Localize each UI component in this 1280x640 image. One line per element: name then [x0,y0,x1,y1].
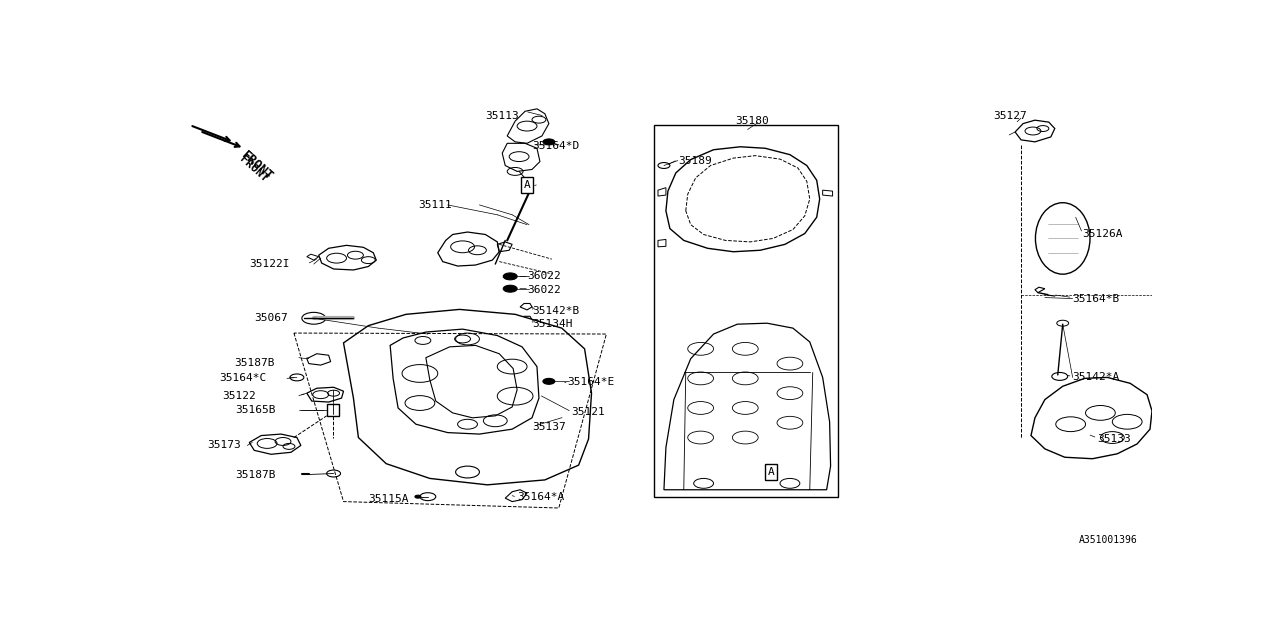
Polygon shape [390,329,539,434]
Text: 35164*A: 35164*A [517,492,564,502]
Polygon shape [666,147,819,252]
Text: 35189: 35189 [678,156,712,166]
Polygon shape [664,323,831,490]
Text: 35164*E: 35164*E [567,378,614,387]
Text: 35187B: 35187B [234,358,275,367]
Text: FRONT: FRONT [237,154,269,184]
Text: 35126A: 35126A [1083,230,1123,239]
Text: 35134H: 35134H [532,319,572,329]
Polygon shape [343,309,591,485]
Text: 35142*B: 35142*B [532,306,580,316]
Text: 35137: 35137 [532,422,566,432]
Text: 35165B: 35165B [236,405,276,415]
Text: 35067: 35067 [255,313,288,323]
Text: A: A [524,180,530,190]
Text: 35115A: 35115A [369,494,408,504]
Text: 36022: 36022 [527,271,561,282]
Text: 35164*B: 35164*B [1073,294,1120,303]
Text: 35180: 35180 [735,116,769,126]
Text: A: A [768,467,774,477]
Text: 35164*C: 35164*C [220,373,266,383]
Text: 35133: 35133 [1097,434,1132,444]
Text: 36022: 36022 [527,285,561,294]
Text: 35142*A: 35142*A [1073,372,1120,383]
Text: 35187B: 35187B [236,470,276,480]
Circle shape [503,285,517,292]
Circle shape [543,378,554,384]
Text: 35111: 35111 [417,200,452,210]
Text: 35164*D: 35164*D [532,141,580,151]
Text: 35127: 35127 [993,111,1027,121]
Text: A351001396: A351001396 [1078,535,1137,545]
Text: 35113: 35113 [485,111,520,121]
Circle shape [503,273,517,280]
Text: 35122I: 35122I [250,259,289,269]
Circle shape [415,495,421,498]
Polygon shape [426,346,517,418]
Text: 35121: 35121 [572,407,605,417]
Polygon shape [438,232,499,266]
Text: 35122: 35122 [223,390,256,401]
Circle shape [543,139,554,145]
Ellipse shape [1036,203,1091,274]
Text: FRONT: FRONT [239,148,276,183]
Text: 35173: 35173 [207,440,242,451]
